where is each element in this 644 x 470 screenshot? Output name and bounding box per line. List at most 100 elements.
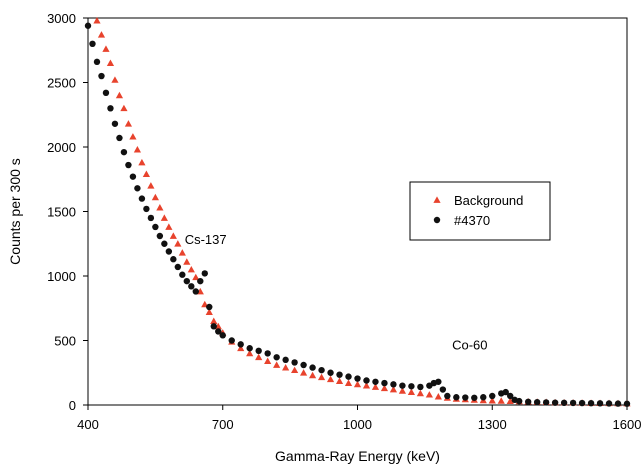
data-point <box>345 373 352 380</box>
data-point <box>416 389 424 397</box>
data-point <box>417 383 424 391</box>
data-point <box>506 397 514 405</box>
data-point <box>255 347 262 355</box>
data-point <box>169 232 177 239</box>
data-point <box>282 356 289 364</box>
data-point <box>219 332 226 339</box>
data-point <box>138 195 146 202</box>
legend-label: #4370 <box>454 213 490 228</box>
data-point <box>129 173 137 180</box>
data-point <box>614 400 622 407</box>
data-point <box>165 248 173 255</box>
y-tick-label: 2500 <box>47 76 76 91</box>
data-point <box>102 89 110 97</box>
data-point <box>147 214 155 222</box>
data-point <box>362 382 371 389</box>
data-point <box>255 353 263 361</box>
data-point <box>363 377 370 384</box>
data-point <box>327 369 334 376</box>
data-point <box>120 148 128 156</box>
y-tick-label: 0 <box>69 398 76 413</box>
data-point <box>210 323 217 330</box>
data-point <box>344 379 353 386</box>
data-point <box>156 232 164 240</box>
data-point <box>282 363 290 371</box>
data-point <box>273 354 280 361</box>
x-tick-label: 400 <box>77 417 99 432</box>
annotation-label: Co-60 <box>452 338 487 353</box>
data-point <box>107 105 114 112</box>
data-point <box>480 394 487 401</box>
data-point <box>435 378 442 385</box>
data-point <box>147 182 155 189</box>
data-point <box>116 134 123 142</box>
data-point <box>215 328 222 335</box>
data-point <box>192 273 200 281</box>
data-point <box>197 277 204 285</box>
data-point <box>569 399 577 407</box>
data-point <box>170 256 177 263</box>
data-point <box>390 381 397 388</box>
data-point <box>434 393 442 400</box>
data-marks <box>84 16 631 407</box>
data-point <box>151 193 159 201</box>
data-point <box>524 398 532 405</box>
data-point <box>102 45 110 52</box>
data-point <box>291 366 299 374</box>
data-point <box>89 40 96 47</box>
data-point <box>300 369 308 376</box>
legend-box <box>409 181 551 241</box>
y-tick-label: 3000 <box>47 11 76 26</box>
data-point <box>587 399 595 407</box>
data-point <box>497 397 505 404</box>
data-point <box>317 373 326 381</box>
data-point <box>174 240 182 247</box>
data-point <box>143 205 150 213</box>
x-tick-label: 1000 <box>343 417 372 432</box>
series-1 <box>84 22 631 407</box>
x-tick-label: 1600 <box>613 417 642 432</box>
data-point <box>462 394 469 401</box>
data-point <box>264 357 272 365</box>
data-point <box>205 308 213 315</box>
data-point <box>156 204 164 211</box>
data-point <box>551 399 559 406</box>
legend-marker <box>433 196 441 203</box>
data-point <box>174 263 182 271</box>
data-point <box>183 277 191 285</box>
data-point <box>273 361 281 368</box>
data-point <box>372 378 379 385</box>
x-tick-label: 700 <box>212 417 234 432</box>
data-point <box>371 383 380 390</box>
data-point <box>399 382 406 389</box>
data-point <box>98 72 105 80</box>
data-point <box>201 270 208 277</box>
data-point <box>453 394 460 401</box>
data-point <box>533 398 541 406</box>
data-point <box>179 271 186 278</box>
data-point <box>380 384 389 392</box>
data-point <box>178 249 186 256</box>
data-point <box>336 371 343 378</box>
y-tick-label: 500 <box>54 334 76 349</box>
data-point <box>605 400 613 407</box>
data-point <box>246 349 254 357</box>
data-point <box>623 400 631 407</box>
y-tick-label: 1000 <box>47 269 76 284</box>
annotation-label: Cs-137 <box>185 232 227 247</box>
data-point <box>134 185 141 192</box>
data-point <box>381 379 388 387</box>
data-point <box>124 120 133 127</box>
data-point <box>389 385 398 393</box>
data-point <box>161 240 168 247</box>
data-point <box>507 392 514 400</box>
axes: 400 700 1000 1300 1600 0 500 1000 1500 2000 2500 30… <box>7 11 641 464</box>
data-point <box>192 288 199 295</box>
data-point <box>133 145 142 153</box>
data-point <box>318 366 325 374</box>
data-point <box>444 392 451 400</box>
data-point <box>502 388 509 396</box>
data-point <box>84 22 92 29</box>
